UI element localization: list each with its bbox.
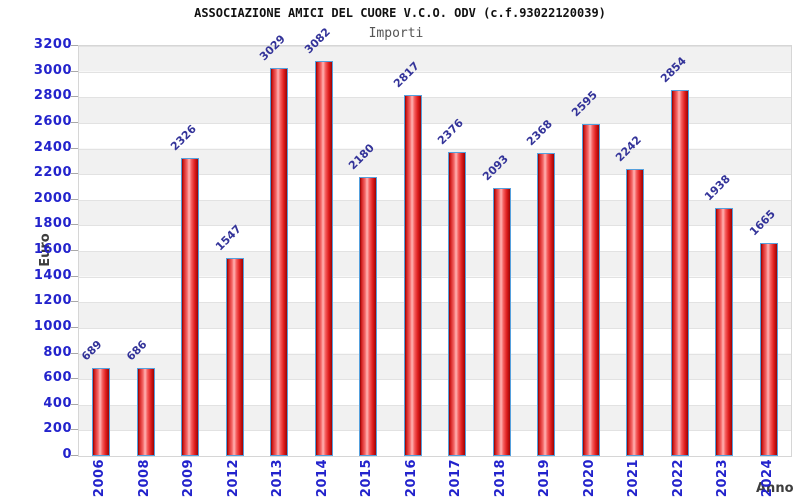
y-tick-mark bbox=[71, 403, 78, 405]
y-tick-mark bbox=[71, 224, 78, 226]
x-tick-label-2022: 2022 bbox=[670, 458, 686, 498]
x-tick-label-2024: 2024 bbox=[759, 458, 775, 498]
y-tick-label: 2800 bbox=[33, 88, 72, 104]
y-tick-label: 2400 bbox=[33, 139, 72, 155]
x-tick-label-2014: 2014 bbox=[314, 458, 330, 498]
gridline bbox=[79, 276, 791, 278]
x-axis-title: Anno bbox=[756, 481, 794, 496]
gridline bbox=[79, 353, 791, 355]
y-tick-mark bbox=[71, 70, 78, 72]
value-label-2022: 2854 bbox=[657, 54, 689, 86]
bar-2013 bbox=[270, 67, 289, 456]
x-tick-label-2018: 2018 bbox=[492, 458, 508, 498]
plot-area: 689 686 2326 1547 3029 3082 2180 2817 2376 2093 23… bbox=[78, 26, 792, 457]
gridline bbox=[79, 46, 791, 47]
y-tick-mark bbox=[71, 45, 78, 46]
x-tick-label-2009: 2009 bbox=[181, 458, 197, 498]
x-tick-label-2015: 2015 bbox=[359, 458, 375, 498]
gridline bbox=[79, 122, 791, 124]
bar-2024 bbox=[759, 242, 778, 456]
value-label-2020: 2595 bbox=[568, 87, 600, 119]
gridline bbox=[79, 379, 791, 381]
bar-2016 bbox=[403, 95, 422, 456]
x-tick-label-2021: 2021 bbox=[626, 458, 642, 498]
chart-subtitle: Importi bbox=[368, 26, 424, 41]
gridline bbox=[79, 97, 791, 99]
gridline bbox=[79, 404, 791, 406]
value-label-2008: 686 bbox=[123, 337, 150, 364]
bar-2009 bbox=[181, 157, 200, 456]
y-tick-label: 1800 bbox=[33, 216, 72, 232]
y-tick-mark bbox=[71, 198, 78, 200]
y-tick-label: 1000 bbox=[33, 318, 72, 334]
gridline bbox=[79, 71, 791, 73]
x-tick-label-2020: 2020 bbox=[581, 458, 597, 498]
bar-2020 bbox=[581, 123, 600, 456]
value-label-2015: 2180 bbox=[346, 141, 378, 172]
gridline bbox=[79, 302, 791, 304]
value-label-2012: 1547 bbox=[212, 222, 244, 254]
y-tick-label: 2600 bbox=[33, 113, 72, 129]
y-tick-mark bbox=[71, 173, 78, 175]
y-tick-mark bbox=[71, 301, 78, 303]
bar-2008 bbox=[136, 368, 155, 456]
value-label-2018: 2093 bbox=[479, 152, 511, 184]
bar-2012 bbox=[225, 257, 244, 456]
bar-2019 bbox=[537, 152, 556, 456]
x-tick-label-2023: 2023 bbox=[715, 458, 731, 498]
y-tick-label: 1600 bbox=[33, 242, 72, 257]
bar-2022 bbox=[670, 90, 689, 456]
y-tick-label: 0 bbox=[62, 447, 72, 462]
x-tick-label-2006: 2006 bbox=[92, 458, 108, 498]
gridline bbox=[79, 327, 791, 329]
y-tick-label: 200 bbox=[43, 421, 72, 437]
bar-2023 bbox=[715, 207, 734, 456]
gridline bbox=[79, 148, 791, 150]
y-tick-label: 400 bbox=[43, 395, 72, 411]
y-tick-mark bbox=[71, 147, 78, 149]
value-label-2016: 2817 bbox=[390, 59, 422, 91]
y-tick-label: 1200 bbox=[33, 293, 72, 309]
gridline bbox=[79, 251, 791, 252]
x-tick-label-2012: 2012 bbox=[225, 458, 241, 498]
x-tick-label-2019: 2019 bbox=[537, 458, 553, 498]
bar-2006 bbox=[92, 367, 111, 456]
y-tick-label: 2000 bbox=[33, 190, 72, 206]
y-tick-mark bbox=[71, 275, 78, 277]
y-tick-mark bbox=[71, 250, 78, 251]
y-tick-mark bbox=[71, 121, 78, 123]
y-tick-mark bbox=[71, 378, 78, 380]
y-tick-mark bbox=[71, 455, 78, 456]
y-tick-mark bbox=[71, 96, 78, 98]
gridline bbox=[79, 174, 791, 176]
y-tick-label: 2200 bbox=[33, 165, 72, 181]
y-tick-label: 3200 bbox=[33, 37, 72, 52]
y-tick-mark bbox=[71, 429, 78, 431]
bar-2015 bbox=[359, 176, 378, 456]
chart-title: ASSOCIAZIONE AMICI DEL CUORE V.C.O. ODV … bbox=[194, 6, 606, 20]
bar-2017 bbox=[448, 151, 467, 456]
gridline bbox=[79, 225, 791, 227]
x-tick-label-2016: 2016 bbox=[403, 458, 419, 498]
x-tick-label-2013: 2013 bbox=[270, 458, 286, 498]
bar-2014 bbox=[314, 61, 333, 456]
y-tick-label: 3000 bbox=[33, 62, 72, 78]
x-tick-label-2017: 2017 bbox=[448, 458, 464, 498]
y-tick-label: 800 bbox=[43, 344, 72, 360]
y-tick-label: 600 bbox=[43, 370, 72, 386]
y-tick-mark bbox=[71, 326, 78, 328]
y-tick-mark bbox=[71, 352, 78, 354]
x-tick-label-2008: 2008 bbox=[136, 458, 152, 498]
value-label-2017: 2376 bbox=[435, 116, 467, 147]
bar-2021 bbox=[626, 168, 645, 456]
y-tick-label: 1400 bbox=[33, 267, 72, 283]
gridline bbox=[79, 430, 791, 432]
value-label-2019: 2368 bbox=[524, 117, 556, 148]
value-label-2006: 689 bbox=[79, 337, 105, 364]
gridline bbox=[79, 199, 791, 201]
bar-2018 bbox=[492, 187, 511, 456]
value-label-2024: 1665 bbox=[746, 207, 778, 238]
